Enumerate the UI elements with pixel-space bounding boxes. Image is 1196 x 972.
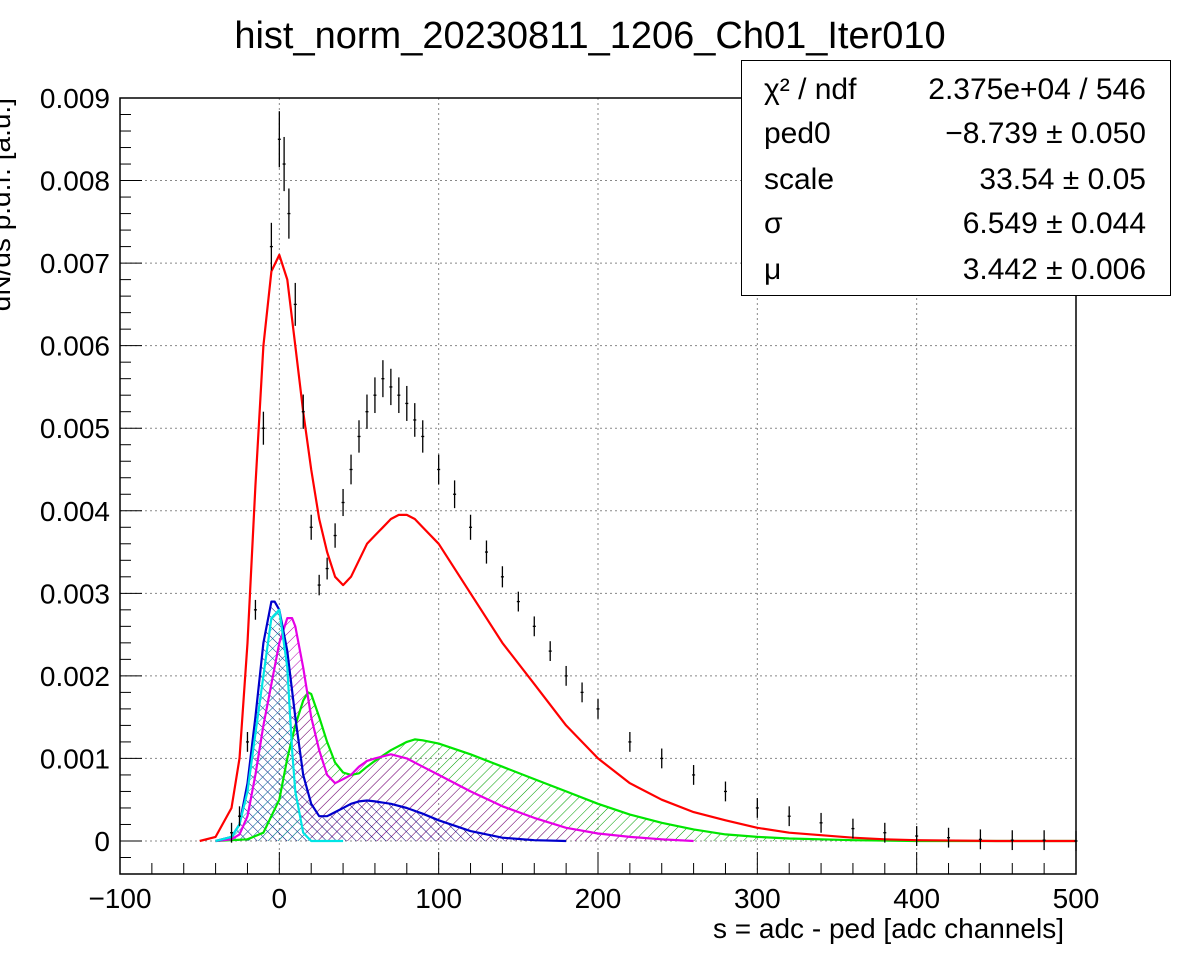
- stats-row-scale: scale 33.54 ± 0.05: [742, 163, 1170, 209]
- stats-label: μ: [764, 253, 781, 287]
- fit-stats-box: χ² / ndf 2.375e+04 / 546 ped0 −8.739 ± 0…: [741, 60, 1171, 296]
- y-tick-label: 0.007: [40, 248, 110, 279]
- x-tick-label: −100: [88, 883, 151, 914]
- stats-row-chi2: χ² / ndf 2.375e+04 / 546: [742, 73, 1170, 119]
- y-tick-label: 0.002: [40, 661, 110, 692]
- x-tick-label: 400: [893, 883, 940, 914]
- y-tick-label: 0.008: [40, 166, 110, 197]
- stats-value: 6.549 ± 0.044: [963, 207, 1146, 241]
- x-tick-label: 0: [272, 883, 288, 914]
- stats-row-sigma: σ 6.549 ± 0.044: [742, 207, 1170, 253]
- chart-title: hist_norm_20230811_1206_Ch01_Iter010: [234, 15, 945, 57]
- component-fills: [216, 602, 1076, 841]
- y-tick-label: 0.003: [40, 578, 110, 609]
- stats-row-ped0: ped0 −8.739 ± 0.050: [742, 117, 1170, 163]
- fit-curves: [200, 255, 1076, 841]
- stats-value: 2.375e+04 / 546: [928, 73, 1146, 107]
- x-axis-label: s = adc - ped [adc channels]: [713, 913, 1064, 944]
- stats-value: −8.739 ± 0.050: [945, 117, 1146, 151]
- y-tick-label: 0: [94, 826, 110, 857]
- x-tick-label: 300: [734, 883, 781, 914]
- stats-value: 33.54 ± 0.05: [979, 163, 1146, 197]
- x-tick-label: 100: [415, 883, 462, 914]
- stats-label: χ² / ndf: [764, 73, 856, 107]
- stats-label: scale: [764, 163, 834, 197]
- stats-row-mu: μ 3.442 ± 0.006: [742, 253, 1170, 299]
- y-tick-label: 0.005: [40, 413, 110, 444]
- stats-value: 3.442 ± 0.006: [963, 253, 1146, 287]
- stats-label: ped0: [764, 117, 831, 151]
- x-tick-label: 500: [1053, 883, 1100, 914]
- y-axis-label: dN/ds p.d.f. [a.u.]: [0, 98, 16, 311]
- stats-label: σ: [764, 207, 783, 241]
- x-tick-label: 200: [575, 883, 622, 914]
- y-tick-label: 0.004: [40, 496, 110, 527]
- y-tick-label: 0.009: [40, 83, 110, 114]
- y-tick-label: 0.001: [40, 743, 110, 774]
- y-tick-label: 0.006: [40, 331, 110, 362]
